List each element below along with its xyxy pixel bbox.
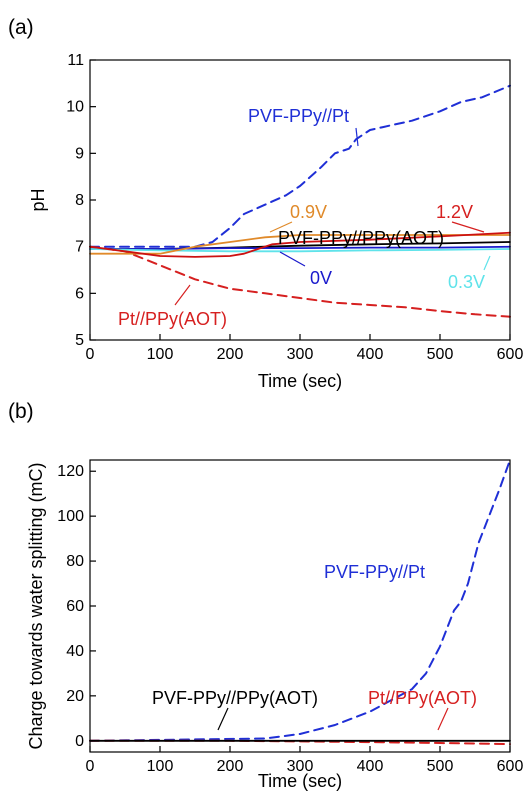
panel-a-series [89,84,511,318]
panel-a-x-ticks: 0 100 200 300 400 500 600 [86,334,524,363]
x-tick-label: 600 [497,346,524,363]
panel-b-plot-frame [89,459,511,753]
annotation-b-pvf-ppy-ppy-aot: PVF-PPy//PPy(AOT) [152,688,318,708]
leader-0-9v [269,221,293,233]
x-tick-label: 100 [147,758,174,775]
annotation-1-2v: 1.2V [436,202,473,222]
leader-b-pt-ppy-aot [437,707,449,731]
y-tick-label: 20 [66,688,84,705]
y-tick-label: 8 [75,192,84,209]
y-tick-label: 5 [75,332,84,349]
panel-a-y-axis-title: pH [28,188,48,211]
panel-b: (b) 0 100 200 300 400 500 600 020406080100120 … [8,400,523,791]
x-tick-label: 100 [147,346,174,363]
x-tick-label: 600 [497,758,524,775]
x-tick-label: 200 [217,346,244,363]
annotation-b-pt-ppy-aot: Pt//PPy(AOT) [368,688,477,708]
y-tick-label: 40 [66,643,84,660]
panel-b-x-axis-title: Time (sec) [258,771,342,791]
panel-a-x-axis-title: Time (sec) [258,371,342,391]
annotation-0-9v: 0.9V [290,202,327,222]
leader-0-3v [483,255,491,271]
x-tick-label: 400 [357,346,384,363]
panel-a-label: (a) [8,16,34,39]
x-tick-label: 500 [427,346,454,363]
panel-a: (a) 0 100 200 300 400 500 600 5 6 7 8 9 10 11 Time (… [8,16,523,391]
x-tick-label: 0 [86,346,95,363]
series-line-a-4 [89,248,511,253]
series-line-a-6 [89,231,511,258]
annotation-pvf-ppy-pt: PVF-PPy//Pt [248,106,349,126]
panel-a-y-ticks: 5 6 7 8 9 10 11 [66,52,96,349]
panel-b-y-axis-title: Charge towards water splitting (mC) [26,462,46,749]
y-tick-label: 100 [57,508,84,525]
y-tick-label: 0 [75,733,84,750]
leader-1-2v [451,221,485,233]
x-tick-label: 0 [86,758,95,775]
y-tick-label: 6 [75,285,84,302]
panel-b-label: (b) [8,400,34,423]
annotation-b-pvf-ppy-pt: PVF-PPy//Pt [324,562,425,582]
y-tick-label: 120 [57,463,84,480]
x-tick-label: 300 [287,346,314,363]
leader-pvf-ppy-pt [355,127,359,147]
leader-0v [279,251,306,267]
x-tick-label: 400 [357,758,384,775]
panel-b-y-ticks: 0 20 40 60 80 100 120 [57,463,96,750]
series-line-a-3 [89,245,511,250]
annotation-0v: 0V [310,268,332,288]
y-tick-label: 60 [66,598,84,615]
annotation-pt-ppy-aot: Pt//PPy(AOT) [118,309,227,329]
x-tick-label: 300 [287,758,314,775]
x-tick-label: 200 [217,758,244,775]
x-tick-label: 500 [427,758,454,775]
annotation-pvf-ppy-ppy-aot: PVF-PPy//PPy(AOT) [278,228,444,248]
series-line-b-0 [89,459,511,742]
y-tick-label: 10 [66,99,84,116]
series-line-a-1 [89,245,511,318]
y-tick-label: 9 [75,145,84,162]
y-tick-label: 80 [66,553,84,570]
y-tick-label: 7 [75,239,84,256]
leader-pt-ppy-aot [174,284,191,306]
annotation-0-3v: 0.3V [448,272,485,292]
panel-a-plot-frame [89,59,511,341]
panel-b-series [89,459,511,746]
series-line-a-5 [89,234,511,255]
y-tick-label: 11 [67,52,84,69]
leader-b-pvf-ppy-ppy-aot [217,707,229,731]
panel-b-x-ticks: 0 100 200 300 400 500 600 [86,746,524,775]
